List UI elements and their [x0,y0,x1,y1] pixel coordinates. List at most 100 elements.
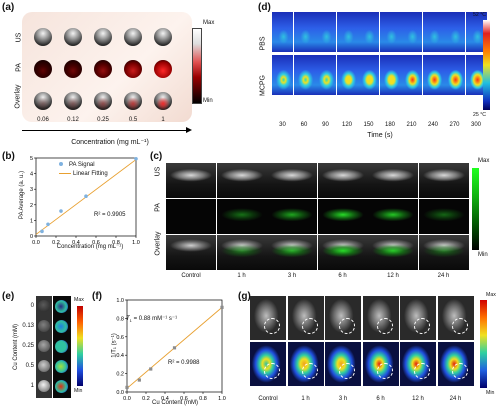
panel-d-label: (d) [258,2,271,13]
panel-c-col-label: 24 h [437,273,450,279]
panel-g-tumor-outline-color [376,363,393,379]
panel-f-annotation: T1 = 0.88 mM⁻¹ s⁻¹ [126,315,177,323]
panel-f-point [220,305,224,309]
panel-a-overlay-well [34,92,52,110]
panel-f-xlabel: Cu Content (mM) [151,400,198,406]
panel-d-time-label: 120 [341,122,352,128]
panel-d-mcpg-frame [315,55,336,95]
panel-b-ytick-label: 1 [30,218,33,224]
panel-d-mcpg-frame [293,55,315,95]
panel-e-colorbar-min: Min [74,388,83,394]
panel-f-annotation-sub: 1 [129,318,132,324]
panel-b-point [40,229,44,234]
panel-e-gray-well [38,300,50,312]
panel-b-frame [35,157,137,237]
panel-f-point [149,367,153,371]
panel-d-time-label: 240 [427,122,438,128]
panel-f-ytick-label: 0.0 [116,390,124,396]
panel-a-row-overlay: Overlay [14,84,22,109]
panel-e-gray-well [38,340,50,352]
panel-d-pbs-frame [272,12,293,52]
panel-d-row-pbs: PBS [259,36,267,51]
panel-g-tumor-outline [339,318,355,334]
panel-e-row-label: 0.25 [22,343,34,349]
panel-f-ytick-label: 0.8 [116,316,124,322]
panel-c-col-label: Control [181,273,201,279]
panel-e-row-label: 1 [30,383,34,389]
panel-d-time-label: 270 [449,122,460,128]
panel-d-mcpg-frame [379,55,401,95]
panel-c-us-frame [166,163,216,198]
panel-c-us-frame [368,163,418,198]
panel-e-row-label: 0.13 [22,323,34,329]
panel-f-ytick-label: 0.2 [116,372,124,378]
panel-c-colorbar [472,168,479,250]
panel-e-color-well [55,320,68,333]
panel-f-r2: R² = 0.9988 [168,360,200,366]
panel-c-overlay-frame [216,235,267,270]
panel-a-overlay-well [154,92,172,110]
panel-d-time-label: 30 [279,122,286,128]
panel-f-xtick-label: 1.0 [218,396,226,402]
panel-g-label: (g) [238,291,251,302]
panel-g-col-label: 1 h [301,396,310,402]
panel-e-gray-well [38,380,50,392]
panel-a-pa-well [124,60,142,78]
panel-d-pbs-frame [336,12,358,52]
panel-b-chart: 0.0 0.2 0.4 0.6 0.8 1.0 0 1 2 3 4 5 [30,156,140,246]
panel-g-col-label: 12 h [412,396,424,402]
panel-a-overlay-well [94,92,112,110]
panel-a-overlay-well [124,92,142,110]
panel-e-colorbar [77,306,83,386]
panel-c-overlay-frame [317,235,368,270]
panel-b-point [59,209,63,213]
panel-c-col-label: 3 h [287,273,297,279]
panel-f-frame [126,299,223,393]
panel-f-ylabel: 1/T₁ (s⁻¹) [111,333,118,358]
panel-c-pa-frame [418,199,469,234]
panel-c-row-overlay: Overlay [154,231,162,256]
panel-f-label: (f) [92,291,102,302]
panel-a-us-well [94,28,112,46]
panel-b-legend-fit-text: Linear Fitting [73,171,108,177]
panel-c-col-label: 6 h [338,273,347,279]
panel-a-us-well [124,28,142,46]
panel-d-mcpg-frame [272,55,293,95]
panel-f-chart: 0.0 0.2 0.4 0.6 0.8 1.0 0.0 0.2 0.4 0.6 0.8 1.0 [116,298,226,402]
panel-d-time-label: 90 [322,122,329,128]
panel-f-xtick-label: 0.2 [142,396,150,402]
panel-f-annotation-value: = 0.88 mM⁻¹ s⁻¹ [131,316,178,322]
panel-a-pa-well [34,60,52,78]
panel-d-pbs-frame [293,12,315,52]
panel-f-ytick-label: 0.6 [116,335,124,341]
panel-f-xtick-label: 0.4 [161,396,169,402]
panel-f-ytick-label: 1.0 [116,298,124,304]
panel-d-time-label: 150 [363,122,374,128]
panel-c-col-label: 12 h [387,273,399,279]
panel-g-tumor-outline-color [414,363,430,379]
panel-g-tumor-outline [264,318,280,334]
panel-e-row-label: 0.5 [25,363,34,369]
panel-g-tumor-outline-color [451,363,468,379]
panel-a-us-well [154,28,172,46]
panel-a-pa-well [64,60,82,78]
panel-c-row-us: US [154,166,162,177]
panel-d-time-label: 300 [470,122,481,128]
panel-e-color-well [55,300,68,313]
panel-b-point [84,194,88,199]
panel-b-legend-signal: PA Signal [59,162,95,168]
panel-a-axis-arrow [186,127,192,133]
panel-c-overlay-frame [166,235,216,270]
panel-e-gray-well [38,320,50,332]
panel-a-col-label: 0.12 [67,117,79,123]
panel-a-colorbar-max: Max [203,20,215,26]
panel-d-pbs-frame [358,12,379,52]
panel-b-xtick-label: 0.4 [72,240,80,246]
panel-c-overlay-frame [368,235,418,270]
panel-c-us-frame [267,163,317,198]
panel-f-xtick-label: 0.6 [180,396,188,402]
panel-b-xtick-label: 1.0 [132,240,140,246]
panel-a-overlay-well [64,92,82,110]
panel-b-legend-fit: Linear Fitting [59,171,108,177]
panel-d-xlabel: Time (s) [367,132,393,139]
